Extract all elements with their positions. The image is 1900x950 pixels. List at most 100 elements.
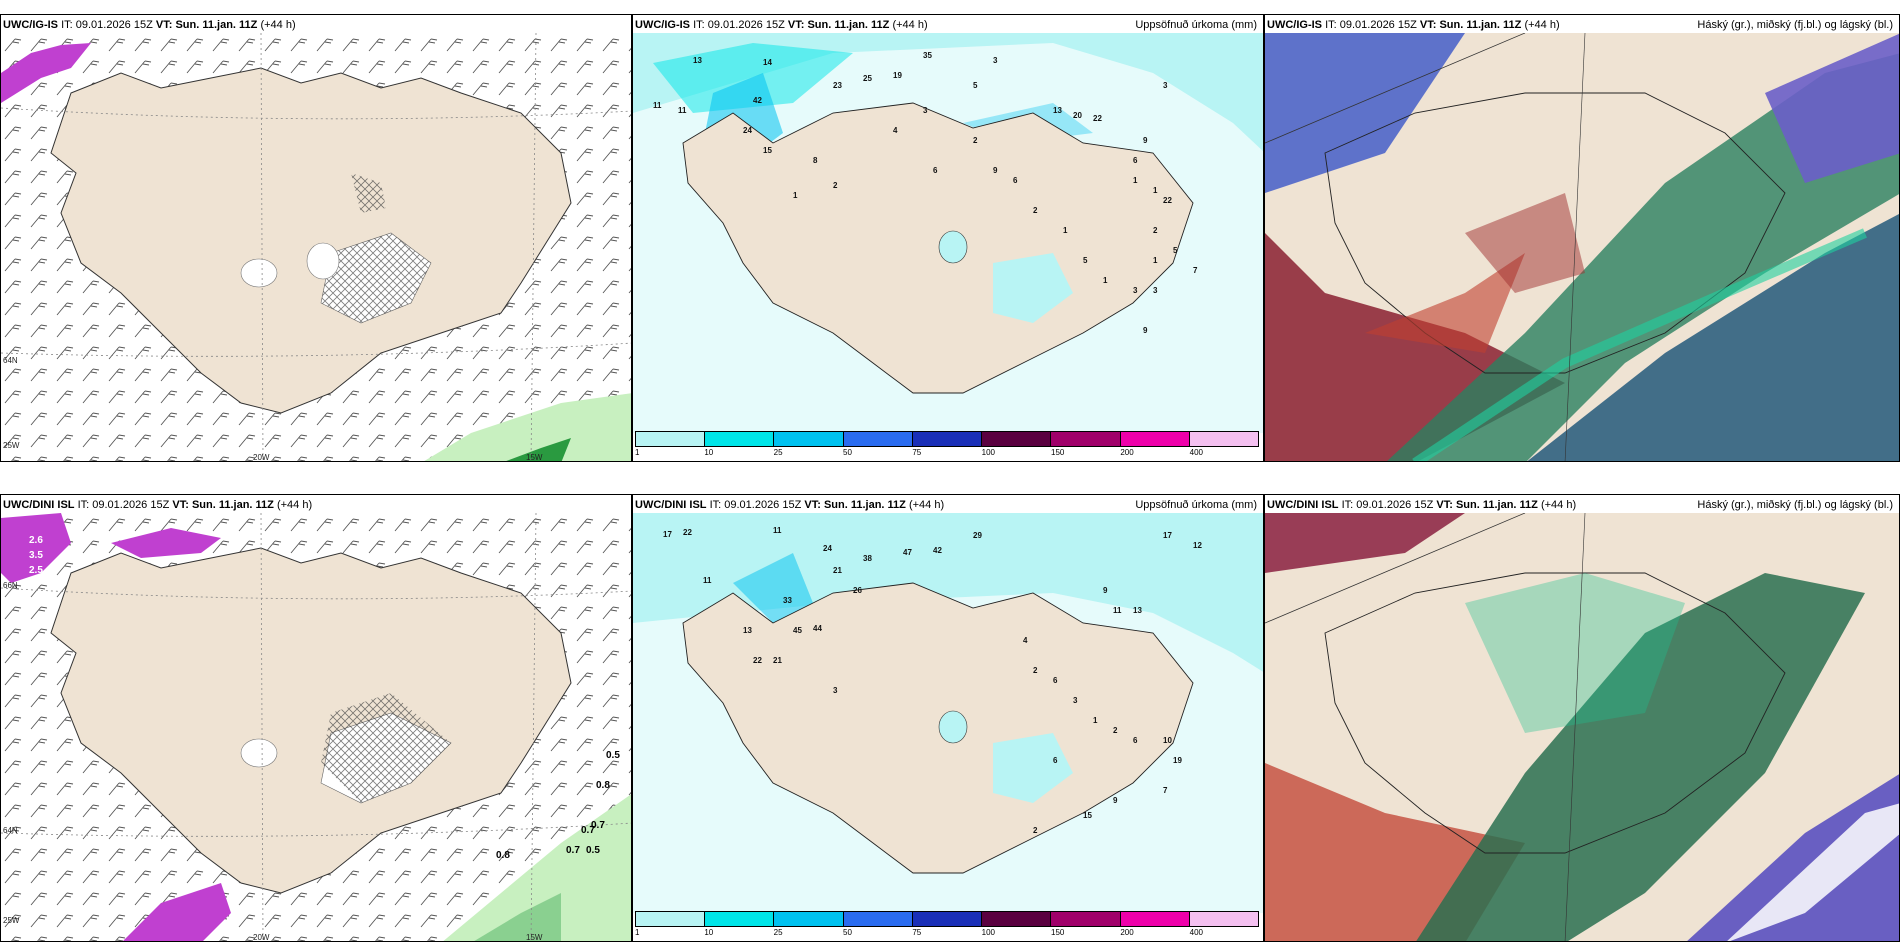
lon-label-25w: 25W	[3, 441, 20, 450]
colorbar-label: 100	[981, 448, 996, 457]
colorbar-swatch	[1189, 912, 1258, 926]
precip-value: 11	[678, 106, 687, 115]
precip-value: 3	[1153, 286, 1158, 295]
colorbar-label: 150	[1051, 448, 1065, 457]
lon-label-20w: 20W	[253, 453, 270, 462]
precip-value: 17	[663, 530, 672, 539]
colorbar-label: 1	[635, 448, 640, 457]
precip-value: 22	[683, 528, 692, 537]
precip-value: 1	[1153, 186, 1158, 195]
colorbar-swatch	[982, 912, 1052, 926]
precip-value: 14	[763, 58, 772, 67]
colorbar-swatch	[1120, 912, 1190, 926]
wind-value: 0.7	[566, 845, 580, 856]
colorbar: 1 10 25 50 75 100 150 200 400	[635, 431, 1259, 459]
precip-value: 22	[1163, 196, 1172, 205]
colorbar-label: 10	[704, 928, 714, 937]
colorbar-label: 200	[1120, 928, 1134, 937]
precip-value: 20	[1073, 111, 1082, 120]
colorbar-swatch	[1120, 432, 1190, 446]
wind-value: 0.5	[606, 750, 620, 761]
panel-precip-top: UWC/IG-IS IT: 09.01.2026 15Z VT: Sun. 11…	[632, 14, 1264, 462]
colorbar-label: 25	[773, 928, 783, 937]
precip-value: 24	[823, 544, 832, 553]
cloud-map	[1265, 33, 1899, 461]
precip-value: 24	[743, 126, 752, 135]
lon-label-15w: 15W	[526, 453, 543, 462]
precip-value: 9	[993, 166, 998, 175]
precip-value: 3	[1163, 81, 1168, 90]
colorbar: 1 10 25 50 75 100 150 200 400	[635, 911, 1259, 939]
precip-value: 13	[743, 626, 752, 635]
precip-value: 42	[753, 96, 762, 105]
colorbar-swatch	[705, 912, 775, 926]
precip-value: 38	[863, 554, 872, 563]
precip-value: 19	[1173, 756, 1182, 765]
precip-value: 4	[893, 126, 898, 135]
panel-variable: Háský (gr.), miðský (fj.bl.) og lágský (…	[1697, 499, 1893, 511]
precip-value: 9	[1103, 586, 1108, 595]
colorbar-label: 1	[635, 928, 640, 937]
cloud-map	[1265, 513, 1899, 941]
lon-label-20w: 20W	[253, 933, 270, 942]
wind-value: 2.5	[29, 565, 43, 576]
precip-value: 13	[1133, 606, 1142, 615]
wind-map: 20W 15W 66N 64N 25W 0.50.80.70.70.50.70.…	[1, 513, 631, 942]
precip-value: 17	[1163, 531, 1172, 540]
precip-value: 19	[893, 71, 902, 80]
panel-title: UWC/DINI ISL IT: 09.01.2026 15Z VT: Sun.…	[1267, 499, 1577, 511]
precip-value: 11	[773, 526, 782, 535]
precip-value: 2	[1033, 666, 1038, 675]
precip-value: 2	[833, 181, 838, 190]
precip-value: 7	[1163, 786, 1168, 795]
precip-value: 12	[1193, 541, 1202, 550]
colorbar-swatch	[774, 912, 844, 926]
wind-map: 20W 15W 64N 25W	[1, 33, 631, 462]
colorbar-label: 150	[1051, 928, 1065, 937]
panel-clouds-top: UWC/IG-IS IT: 09.01.2026 15Z VT: Sun. 11…	[1264, 14, 1900, 462]
precip-value: 3	[833, 686, 838, 695]
colorbar-label: 75	[912, 448, 922, 457]
colorbar-label: 50	[843, 928, 852, 937]
colorbar-swatch	[843, 912, 913, 926]
panel-precip-bottom: UWC/DINI ISL IT: 09.01.2026 15Z VT: Sun.…	[632, 494, 1264, 942]
precip-value: 6	[1053, 676, 1058, 685]
precip-value: 2	[1033, 826, 1038, 835]
panel-title: UWC/DINI ISL IT: 09.01.2026 15Z VT: Sun.…	[635, 499, 945, 511]
colorbar-swatch	[1051, 432, 1121, 446]
precip-value: 13	[1053, 106, 1062, 115]
precip-value: 1	[1063, 226, 1068, 235]
precip-value: 7	[1193, 266, 1198, 275]
precip-value: 2	[1033, 206, 1038, 215]
precip-value: 2	[1153, 226, 1158, 235]
precip-value: 6	[1133, 736, 1138, 745]
colorbar-label: 25	[773, 448, 783, 457]
precip-value: 3	[1133, 286, 1138, 295]
colorbar-label: 75	[912, 928, 922, 937]
precip-value: 23	[833, 81, 842, 90]
precip-value: 2	[973, 136, 978, 145]
precip-value: 3	[1073, 696, 1078, 705]
precip-value: 15	[1083, 811, 1092, 820]
colorbar-swatch	[636, 432, 706, 446]
colorbar-label: 400	[1189, 448, 1204, 457]
colorbar-swatch	[843, 432, 913, 446]
panel-variable: Háský (gr.), miðský (fj.bl.) og lágský (…	[1697, 19, 1893, 31]
panel-title: UWC/IG-IS IT: 09.01.2026 15Z VT: Sun. 11…	[3, 19, 296, 31]
colorbar-swatch	[705, 432, 775, 446]
precip-value: 45	[793, 626, 802, 635]
colorbar-label: 400	[1189, 928, 1204, 937]
precip-value: 15	[763, 146, 772, 155]
colorbar-label: 200	[1120, 448, 1134, 457]
panel-wind-top: UWC/IG-IS IT: 09.01.2026 15Z VT: Sun. 11…	[0, 14, 632, 462]
precip-value: 47	[903, 548, 912, 557]
lat-label-66n: 66N	[3, 581, 18, 590]
wind-value: 0.8	[496, 850, 510, 861]
lon-label-25w: 25W	[3, 916, 20, 925]
precip-value: 9	[1113, 796, 1118, 805]
precip-value: 10	[1163, 736, 1172, 745]
precip-value: 3	[923, 106, 928, 115]
